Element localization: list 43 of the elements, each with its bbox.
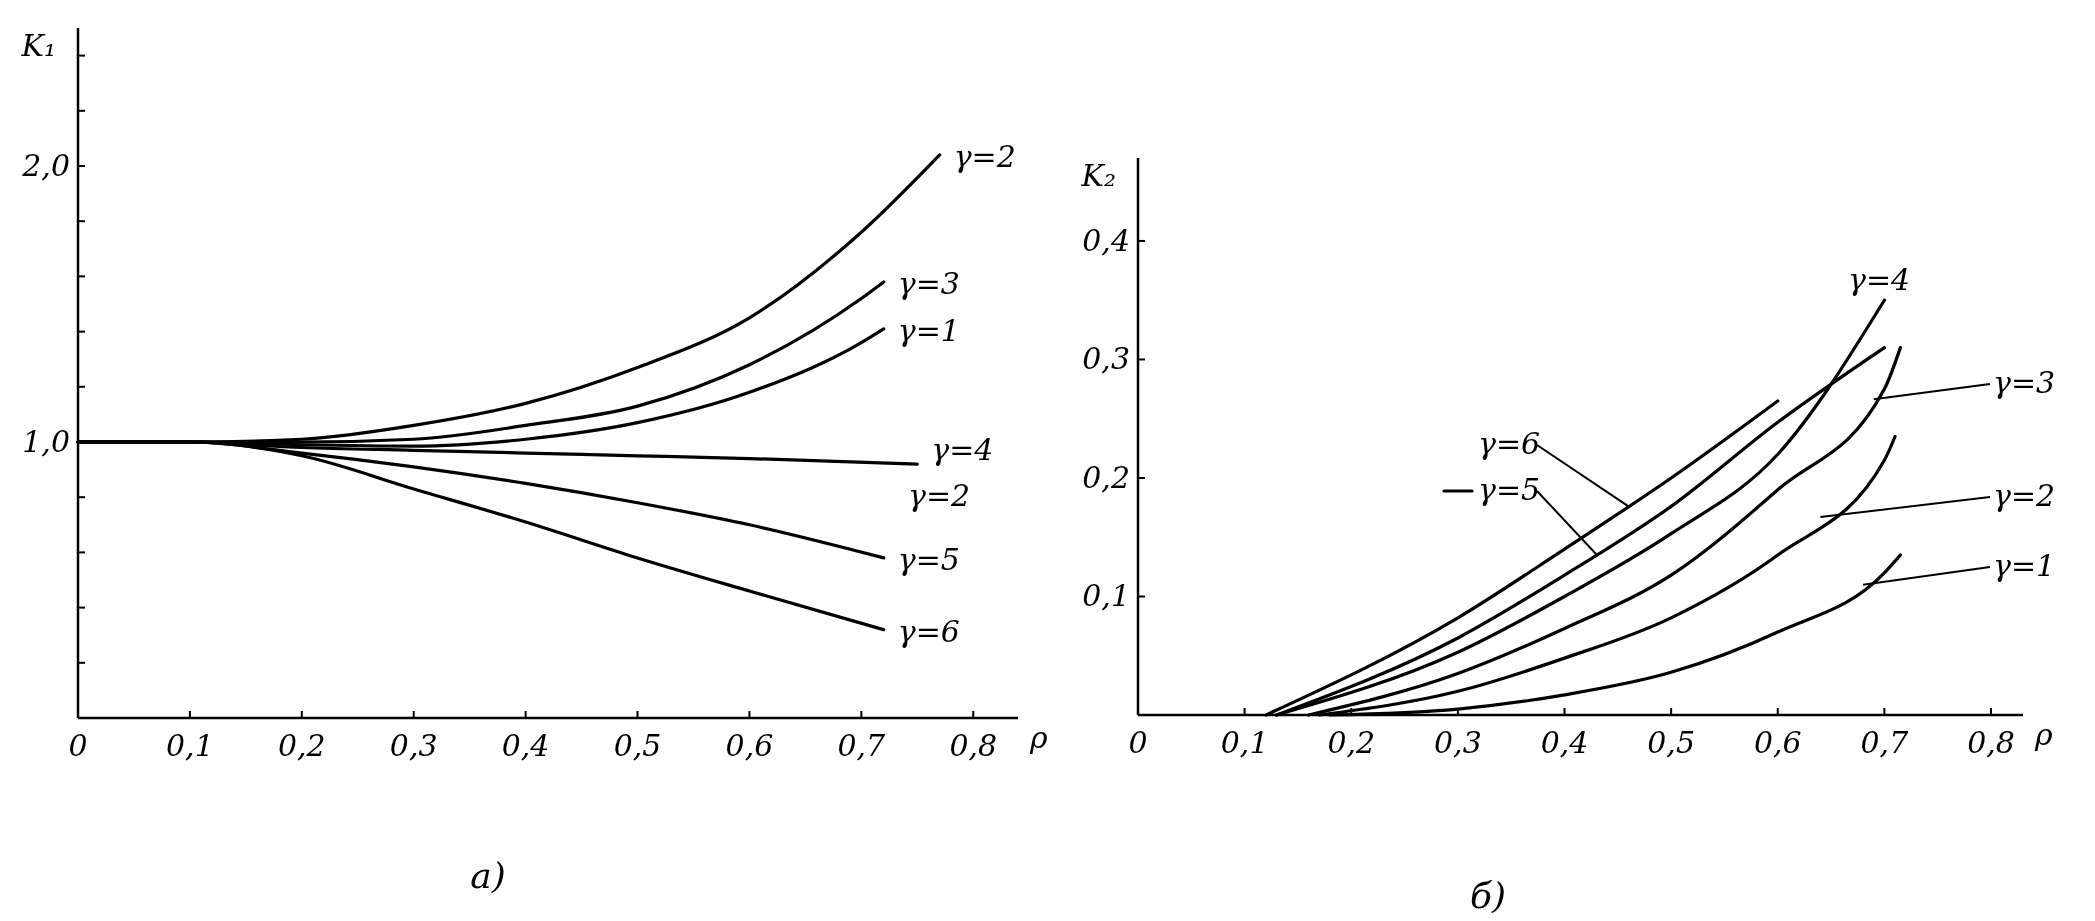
legend-label: γ=1 [1993, 548, 2056, 583]
y-tick-label: 0,2 [1082, 459, 1130, 495]
x-tick-label: 0,2 [277, 728, 326, 763]
series-label: γ=4 [1848, 262, 1911, 297]
y-axis-title: K₂ [1080, 158, 1116, 193]
text: б) [1469, 875, 1507, 916]
text: а) [470, 855, 506, 896]
y-tick-label: 0,1 [1082, 578, 1130, 614]
x-tick-label: 0,8 [1967, 725, 2015, 760]
x-tick-label: 0 [1128, 725, 1148, 760]
annotation: γ=2 [908, 478, 971, 513]
x-tick-label: 0,5 [613, 728, 662, 763]
series-label: γ=1 [897, 312, 960, 348]
x-tick-label: 0,3 [389, 728, 438, 763]
x-tick-label: 0 [68, 728, 88, 763]
x-tick-label: 0,2 [1327, 725, 1376, 760]
y-tick-label: 2,0 [21, 148, 70, 183]
x-axis-title: ρ [1029, 720, 1048, 755]
x-tick-label: 0,5 [1647, 725, 1695, 760]
series-label: γ=6 [897, 613, 960, 649]
x-tick-label: 0,4 [1540, 725, 1589, 760]
x-tick-label: 0,7 [837, 728, 887, 763]
legend-label: γ=3 [1993, 365, 2056, 400]
series-label: γ=3 [897, 265, 960, 301]
x-tick-label: 0,6 [725, 728, 774, 763]
series-label: γ=5 [897, 541, 960, 577]
x-tick-label: 0,7 [1860, 725, 1910, 760]
y-tick-label: 0,3 [1082, 341, 1130, 377]
legend-label: γ=5 [1478, 472, 1541, 507]
series-label: γ=2 [953, 138, 1016, 174]
x-tick-label: 0,3 [1434, 725, 1482, 760]
series-label: γ=4 [931, 432, 994, 468]
text: γ=6 [1478, 426, 1541, 461]
text: γ=2 [1993, 478, 2056, 513]
x-tick-label: 0,6 [1753, 725, 1802, 760]
x-tick-label: 0,1 [166, 728, 214, 763]
x-tick-label: 0,4 [501, 728, 550, 763]
y-axis-title: K₁ [20, 28, 56, 63]
x-tick-label: 0,1 [1220, 725, 1269, 760]
y-tick-label: 0,4 [1082, 222, 1130, 258]
x-tick-label: 0,8 [949, 728, 998, 763]
y-tick-label: 1,0 [22, 424, 70, 459]
x-axis-title: ρ [2034, 717, 2053, 752]
